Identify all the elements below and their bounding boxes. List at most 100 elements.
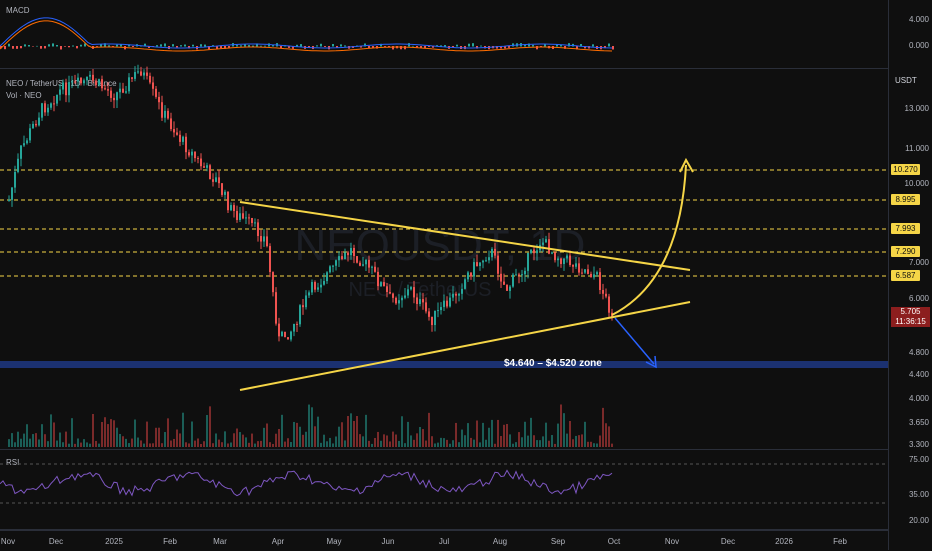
volume-bar — [380, 440, 382, 447]
volume-bar — [266, 423, 268, 447]
volume-bar — [260, 440, 262, 447]
volume-bar — [320, 442, 322, 447]
volume-bar — [44, 434, 46, 447]
candle-body — [65, 82, 67, 96]
volume-bar — [539, 440, 541, 447]
time-axis[interactable]: Nov Dec 2025 Feb Mar Apr May Jun Jul Aug… — [0, 530, 888, 551]
candle-body — [125, 91, 127, 93]
candle-body — [305, 295, 307, 308]
time-tick: Mar — [213, 537, 227, 546]
macd-histogram-bar — [440, 45, 442, 47]
volume-bar — [248, 442, 250, 447]
macd-histogram-bar — [424, 46, 426, 49]
candle-body — [437, 310, 439, 312]
volume-bar — [353, 420, 355, 447]
volume-bar — [395, 434, 397, 447]
chart-canvas[interactable]: NEOUSDT, 1D NEO / TetherUS — [0, 0, 888, 530]
volume-bar — [131, 438, 133, 447]
volume-bar — [38, 439, 40, 447]
support-trendline — [239, 301, 691, 391]
candle-body — [86, 76, 88, 81]
candle-body — [251, 217, 253, 223]
macd-histogram-bar — [120, 44, 122, 47]
candle-body — [227, 191, 229, 211]
candle-body — [332, 265, 334, 267]
macd-histogram-bar — [576, 46, 578, 50]
candle-body — [371, 266, 373, 268]
candle-body — [353, 247, 355, 257]
volume-bar — [23, 433, 25, 447]
macd-signal-line — [0, 20, 613, 52]
candle-body — [281, 331, 283, 337]
macd-histogram-bar — [452, 46, 454, 48]
price-pane[interactable]: NEO / TetherUS · 1D · Binance Vol · NEO — [0, 69, 888, 450]
macd-histogram-bar — [320, 43, 322, 47]
macd-histogram-bar — [580, 43, 582, 47]
candle-body — [56, 94, 58, 104]
volume-bar — [551, 435, 553, 447]
macd-pane[interactable]: MACD — [0, 0, 888, 69]
macd-histogram-bar — [200, 44, 202, 47]
macd-histogram-bar — [608, 43, 610, 47]
volume-bar — [599, 435, 601, 447]
time-tick: Nov — [0, 537, 16, 546]
candle-body — [518, 274, 520, 276]
volume-bar — [419, 427, 421, 447]
volume-bar — [569, 421, 571, 447]
volume-bar — [314, 426, 316, 447]
volume-bar — [455, 422, 457, 447]
macd-histogram-bar — [64, 46, 66, 47]
macd-histogram-bar — [72, 45, 74, 47]
macd-histogram-bar — [324, 46, 326, 47]
candle-body — [344, 252, 346, 260]
volume-bar — [530, 417, 532, 447]
candle-body — [221, 183, 223, 195]
volume-bar — [146, 421, 148, 447]
last-price-tag: 5.705 11:36:15 — [891, 307, 930, 327]
candle-body — [311, 282, 313, 293]
candle-body — [269, 246, 271, 273]
candle-body — [131, 77, 133, 79]
level-tag-7993: 7.993 — [891, 223, 920, 234]
candle-body — [44, 103, 46, 113]
volume-bar — [536, 440, 538, 447]
volume-bar — [92, 413, 94, 447]
volume-bar — [434, 443, 436, 447]
macd-histogram-bar — [220, 46, 222, 49]
candle-body — [317, 287, 319, 290]
candle-body — [530, 249, 532, 253]
candle-body — [158, 96, 160, 103]
macd-histogram-bar — [584, 46, 586, 49]
macd-histogram-bar — [216, 46, 218, 49]
macd-histogram-bar — [108, 45, 110, 47]
volume-bar — [374, 437, 376, 447]
volume-bar — [362, 436, 364, 447]
macd-histogram-bar — [416, 46, 418, 48]
volume-bar — [524, 421, 526, 447]
candle-body — [590, 273, 592, 278]
candle-body — [101, 79, 103, 89]
volume-bar — [203, 441, 205, 447]
macd-histogram-bar — [4, 46, 6, 50]
macd-histogram-bar — [428, 46, 430, 47]
candle-body — [476, 262, 478, 267]
volume-bar — [545, 422, 547, 447]
macd-histogram-bar — [540, 46, 542, 47]
volume-bar — [62, 442, 64, 447]
volume-bar — [494, 443, 496, 447]
volume-bar — [11, 433, 13, 447]
volume-bar — [482, 422, 484, 447]
candle-body — [149, 75, 151, 83]
candle-body — [323, 281, 325, 285]
macd-histogram-bar — [132, 46, 134, 48]
candle-body — [320, 284, 322, 288]
level-tag-7290: 7.290 — [891, 246, 920, 257]
macd-histogram-bar — [144, 43, 146, 47]
volume-label: Vol · NEO — [6, 91, 42, 100]
time-tick: Dec — [48, 537, 64, 546]
currency-label: USDT — [895, 76, 917, 85]
volume-bar — [491, 419, 493, 447]
macd-histogram-bar — [192, 44, 194, 47]
volume-bar — [347, 416, 349, 447]
rsi-pane[interactable]: RSI — [0, 450, 888, 530]
